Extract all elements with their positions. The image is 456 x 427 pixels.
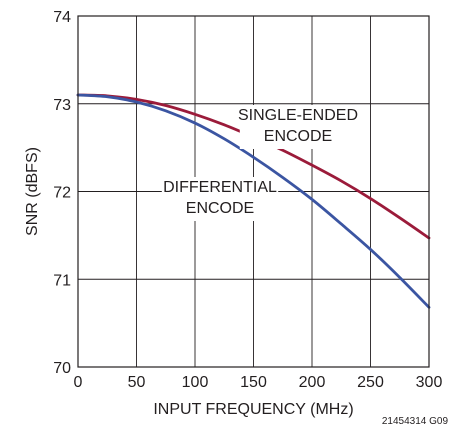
annotation-backing: [239, 105, 357, 149]
x-tick-label: 150: [240, 374, 267, 391]
y-tick-label: 71: [53, 272, 71, 289]
x-tick-label: 300: [416, 374, 443, 391]
figure-id: 21454314 G09: [382, 416, 449, 427]
x-tick-label: 100: [182, 374, 209, 391]
y-tick-label: 70: [53, 360, 71, 377]
y-tick-label: 72: [53, 185, 71, 202]
y-tick-label: 73: [53, 97, 71, 114]
series-line: [76, 93, 431, 309]
x-tick-label: 200: [299, 374, 326, 391]
x-tick-label: 50: [128, 374, 146, 391]
y-tick-labels: 70 71 72 73 74: [53, 9, 71, 377]
series-annotation: ENCODE: [264, 128, 332, 145]
x-tick-label: 0: [74, 374, 83, 391]
plot-frame: [77, 15, 430, 368]
x-tick-labels: 0 50 100 150 200 250 300: [74, 374, 443, 391]
x-axis-title: INPUT FREQUENCY (MHz): [153, 401, 353, 418]
series-annotation: SINGLE-ENDED: [238, 107, 358, 124]
series-annotations: SINGLE-ENDED ENCODE DIFFERENTIAL ENCODE: [161, 105, 358, 221]
series-annotation: DIFFERENTIAL: [163, 179, 277, 196]
y-tick-label: 74: [53, 9, 71, 26]
annotation-backing: [161, 177, 279, 221]
x-tick-label: 250: [357, 374, 384, 391]
series-annotation: ENCODE: [186, 200, 254, 217]
y-axis-title: SNR (dBFS): [24, 147, 41, 236]
